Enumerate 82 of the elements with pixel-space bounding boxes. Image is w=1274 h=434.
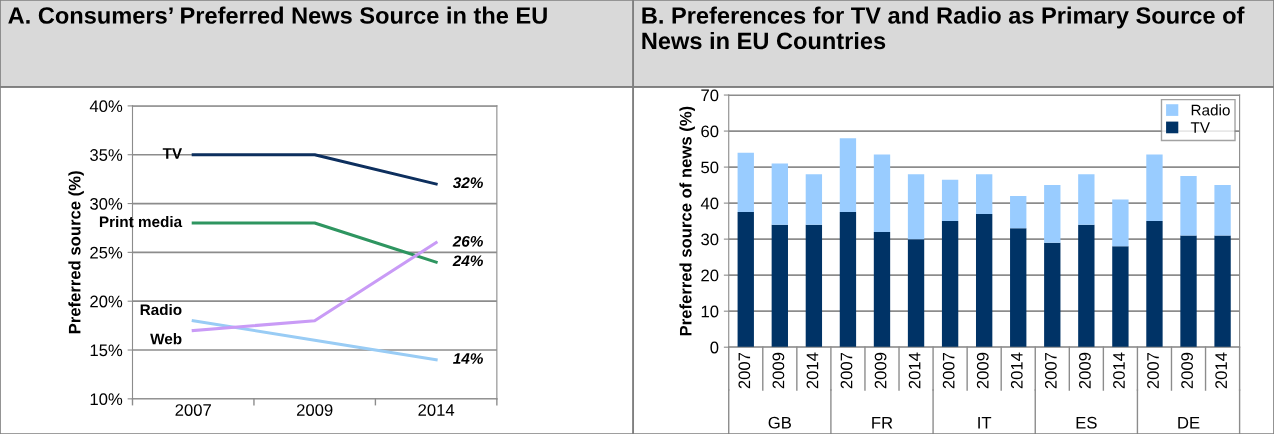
- bar: [941, 221, 959, 348]
- x-tick-label: 2009: [772, 352, 785, 389]
- legend-label: TV: [1190, 122, 1210, 133]
- bar: [1146, 154, 1163, 222]
- x-tick-label: 2014: [1010, 352, 1023, 389]
- bar: [771, 163, 788, 225]
- bar: [1112, 199, 1129, 247]
- bar: [1112, 246, 1129, 348]
- x-tick-label: 2007: [942, 352, 955, 389]
- y-tick-label: 15%: [90, 344, 123, 357]
- bar: [1078, 174, 1095, 225]
- y-tick-label: 20%: [90, 295, 123, 308]
- x-tick-label: 2014: [806, 352, 819, 389]
- chart-title: B. Preferences for TV and Radio as Primary Source of News in EU Countries: [642, 6, 1245, 50]
- y-tick-label: 30%: [90, 197, 123, 210]
- series-label: Print media: [99, 215, 183, 228]
- bar: [1010, 195, 1027, 229]
- bar: [1180, 235, 1197, 348]
- x-tick-label: 2014: [418, 404, 455, 416]
- bar: [839, 138, 857, 213]
- bar: [941, 179, 959, 222]
- bar: [1044, 185, 1061, 243]
- y-tick-label: 10: [701, 305, 719, 318]
- x-tick-label: 2007: [738, 352, 751, 389]
- bar: [805, 174, 823, 225]
- data-label: 26%: [452, 235, 483, 247]
- y-tick-label: 30: [701, 233, 719, 246]
- y-axis-title: Preferred source of news (%): [679, 106, 695, 336]
- bar: [907, 239, 925, 348]
- series-label: Radio: [140, 303, 182, 316]
- bar: [907, 174, 925, 240]
- text: DE: [1178, 416, 1200, 429]
- x-tick-label: 2014: [908, 352, 921, 389]
- x-tick-label: 2007: [1147, 352, 1159, 389]
- bar: [771, 224, 788, 348]
- x-tick-label: 2007: [175, 404, 211, 416]
- bar: [1146, 221, 1163, 348]
- bar: [873, 154, 891, 232]
- bar: [737, 212, 754, 348]
- text: ES: [1076, 416, 1097, 429]
- y-tick-label: 35%: [90, 149, 123, 161]
- y-tick-label: 0: [710, 341, 719, 354]
- y-tick-label: 50: [701, 161, 719, 174]
- bar: [1214, 185, 1231, 236]
- chart-title: A. Consumers’ Preferred News Source in the EU: [8, 6, 547, 24]
- legend-label: Radio: [1191, 104, 1230, 116]
- y-tick-label: 40%: [89, 100, 123, 113]
- bar: [805, 224, 823, 348]
- bar: [839, 212, 857, 348]
- x-tick-label: 2009: [976, 352, 989, 389]
- series-label: TV: [162, 148, 183, 159]
- bar: [1078, 224, 1095, 348]
- y-tick-label: 70: [701, 89, 719, 102]
- bar: [1214, 235, 1231, 348]
- y-axis-title: Preferred source (%): [68, 171, 84, 334]
- y-tick-label: 20: [701, 269, 719, 282]
- data-label: 32%: [452, 177, 483, 189]
- bar: [975, 174, 993, 214]
- x-tick-label: 2009: [1079, 352, 1091, 389]
- series-label: Web: [150, 333, 182, 345]
- bar: [1010, 228, 1027, 348]
- x-tick-label: 2007: [1044, 352, 1057, 389]
- x-tick-label: 2009: [1181, 352, 1193, 389]
- bar: [1044, 242, 1061, 348]
- bar: [1180, 176, 1197, 236]
- x-tick-label: 2014: [1113, 352, 1125, 389]
- bar: [873, 231, 891, 348]
- y-tick-label: 25%: [90, 246, 123, 259]
- data-label: 14%: [453, 353, 483, 364]
- x-tick-label: 2009: [296, 404, 333, 416]
- bar: [737, 152, 754, 213]
- text: FR: [872, 416, 893, 429]
- data-label: 24%: [452, 255, 483, 267]
- x-tick-label: 2009: [874, 352, 887, 389]
- text: IT: [978, 416, 992, 429]
- y-tick-label: 60: [701, 125, 719, 138]
- y-tick-label: 10%: [90, 393, 123, 406]
- x-tick-label: 2007: [840, 352, 853, 389]
- text: GB: [768, 416, 791, 429]
- bar: [975, 213, 993, 348]
- y-tick-label: 40: [700, 197, 719, 210]
- x-tick-label: 2014: [1215, 352, 1228, 389]
